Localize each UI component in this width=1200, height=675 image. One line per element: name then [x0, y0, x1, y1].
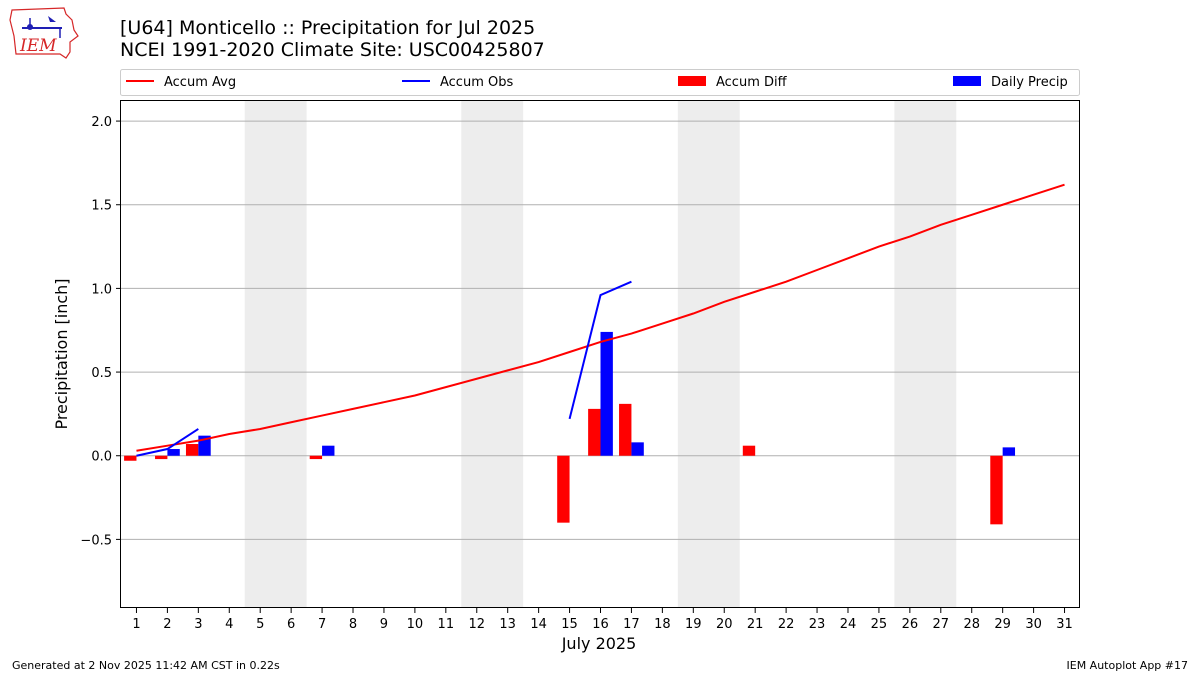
iem-logo: IEM [9, 7, 79, 59]
x-tick-label: 6 [287, 617, 295, 632]
weekend-shading [244, 101, 957, 608]
accum-diff-bar [990, 455, 1003, 525]
x-tick-label: 9 [380, 617, 388, 632]
accum-diff-bar [619, 403, 632, 456]
x-tick-label: 31 [1056, 617, 1073, 632]
y-tick-label: 0.5 [91, 366, 112, 381]
accum-diff-bar [155, 455, 168, 460]
weekend-shade [461, 101, 524, 608]
x-tick-label: 17 [623, 617, 640, 632]
weekend-shade [677, 101, 740, 608]
legend-label-accum-avg: Accum Avg [164, 75, 236, 90]
accum-diff-bar [309, 455, 323, 460]
iowa-state-outline [9, 7, 79, 59]
x-tick-label: 11 [438, 617, 455, 632]
legend-box [120, 69, 1080, 96]
daily-precip-bar [631, 442, 644, 456]
legend-label-accum-obs: Accum Obs [440, 75, 513, 90]
x-tick-label: 16 [592, 617, 609, 632]
x-tick-label: 10 [407, 617, 424, 632]
legend-label-daily-precip: Daily Precip [991, 75, 1068, 90]
x-tick-label: 24 [840, 617, 857, 632]
x-tick-label: 5 [256, 617, 264, 632]
x-tick-label: 20 [716, 617, 733, 632]
y-tick-label: 1.0 [91, 282, 112, 297]
legend-swatch-daily-precip [953, 76, 981, 86]
weekend-shade [894, 101, 957, 608]
x-tick-label: 4 [225, 617, 233, 632]
accum-diff-bar [557, 455, 570, 523]
y-axis-label: Precipitation [inch] [52, 278, 71, 429]
accum-diff-bar [124, 455, 137, 461]
legend: Accum Avg Accum Obs Accum Diff Daily Pre… [120, 69, 1080, 96]
accum-diff-bar [742, 445, 756, 456]
accum-diff-bar [588, 408, 601, 456]
x-tick-label: 12 [468, 617, 485, 632]
daily-precip-bar [1002, 447, 1016, 456]
x-tick-label: 26 [902, 617, 919, 632]
legend-label-accum-diff: Accum Diff [716, 75, 788, 90]
x-tick-label: 7 [318, 617, 326, 632]
x-tick-label: 30 [1025, 617, 1042, 632]
x-tick-label: 22 [778, 617, 795, 632]
daily-precip-bar [600, 331, 613, 456]
x-tick-label: 2 [163, 617, 171, 632]
legend-swatch-accum-diff [678, 76, 706, 86]
x-tick-label: 23 [809, 617, 826, 632]
x-tick-label: 28 [963, 617, 980, 632]
accum-avg-line [136, 183, 1065, 452]
x-tick-label: 3 [194, 617, 202, 632]
plot-frame [120, 100, 1080, 608]
accum-lines [136, 183, 1065, 457]
weekend-shade [244, 101, 307, 608]
accum-obs-line [568, 280, 632, 420]
daily-precip-bar [167, 449, 180, 456]
x-axis-ticks: 1 2 3 4 5 6 7 8 9 10 11 12 13 14 15 16 17 18 19 20 21 22 23 24 2… [132, 608, 1073, 632]
y-tick-label: −0.5 [80, 533, 112, 548]
x-tick-label: 15 [561, 617, 578, 632]
accum-diff-bars [124, 403, 1003, 525]
x-tick-label: 29 [994, 617, 1011, 632]
y-axis-ticks: −0.5 0.0 0.5 1.0 1.5 2.0 [80, 115, 121, 548]
y-tick-label: 2.0 [91, 115, 112, 130]
daily-precip-bar [322, 445, 335, 456]
footer-generated-text: Generated at 2 Nov 2025 11:42 AM CST in … [12, 659, 280, 672]
x-axis-label: July 2025 [561, 634, 637, 653]
x-tick-label: 13 [499, 617, 516, 632]
x-tick-label: 18 [654, 617, 671, 632]
y-tick-label: 0.0 [91, 450, 112, 465]
x-tick-label: 8 [349, 617, 357, 632]
iem-logo-text: IEM [19, 36, 57, 56]
chart-title: [U64] Monticello :: Precipitation for Ju… [120, 17, 536, 39]
footer-app-text: IEM Autoplot App #17 [1066, 659, 1189, 672]
x-tick-label: 1 [132, 617, 140, 632]
x-tick-label: 27 [933, 617, 950, 632]
x-tick-label: 19 [685, 617, 702, 632]
x-tick-label: 21 [747, 617, 764, 632]
x-tick-label: 25 [871, 617, 888, 632]
y-tick-label: 1.5 [91, 199, 112, 214]
accum-diff-bar [185, 444, 199, 456]
accum-obs-line [136, 428, 199, 457]
chart-subtitle: NCEI 1991-2020 Climate Site: USC00425807 [120, 39, 545, 61]
x-tick-label: 14 [530, 617, 547, 632]
